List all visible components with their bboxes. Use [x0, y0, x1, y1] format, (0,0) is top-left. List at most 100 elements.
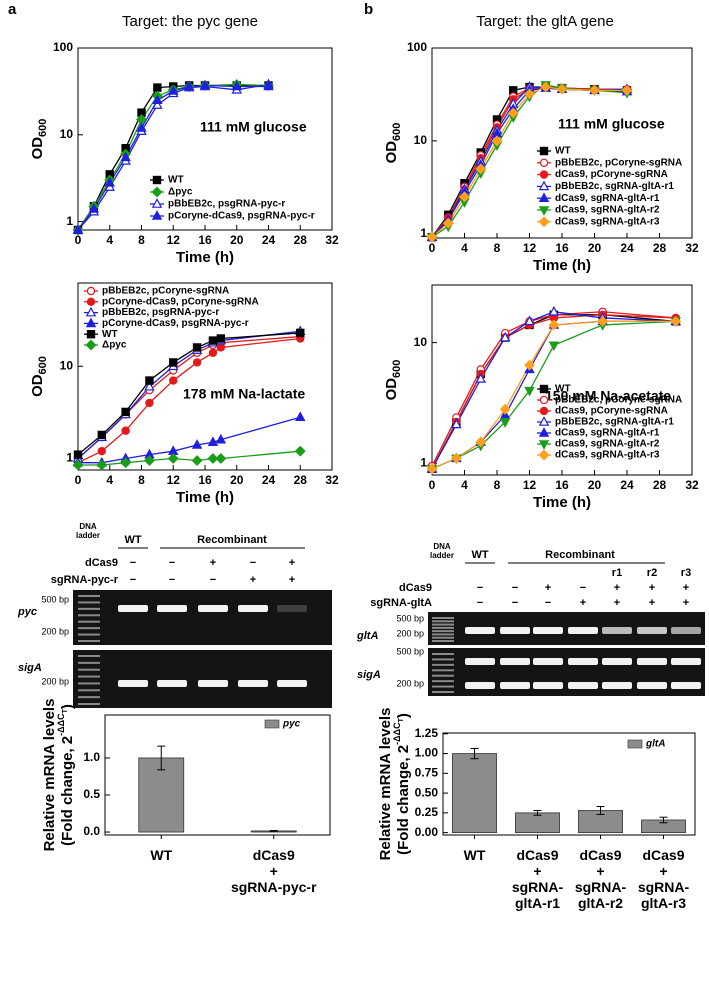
- gel-band: [277, 605, 307, 612]
- data-point: [199, 79, 211, 90]
- legend-label: WT: [168, 175, 184, 186]
- y-tick-label: 10: [414, 133, 428, 147]
- legend-marker: [85, 306, 97, 317]
- legend-label: pBbEB2c, sgRNA-gltA-r1: [555, 417, 674, 428]
- gel-band: [238, 605, 268, 612]
- gel-band: [118, 680, 148, 687]
- data-point: [263, 80, 274, 91]
- legend-marker: [85, 317, 97, 328]
- legend-marker: [538, 192, 550, 202]
- x-tick-label: 28: [653, 241, 667, 255]
- size-label: 200 bp: [41, 626, 69, 636]
- data-point: [499, 403, 511, 415]
- x-tick-label: 20: [230, 233, 244, 247]
- chart-title: Target: the pyc gene: [122, 13, 258, 30]
- ladder-band: [432, 691, 454, 693]
- x-tick-label: 24: [262, 233, 276, 247]
- gel-band: [637, 658, 667, 665]
- x-tick-label: 24: [620, 241, 634, 255]
- x-tick-label: 12: [167, 473, 181, 487]
- data-point: [136, 122, 147, 132]
- data-point: [499, 418, 511, 428]
- sign: −: [512, 582, 518, 594]
- y-tick-label: 0.50: [415, 785, 439, 799]
- data-point: [507, 107, 519, 119]
- gel-band: [533, 682, 563, 689]
- x-tick-label: dCas9 + sgRNA-pyc-r: [230, 847, 317, 895]
- x-tick-label: 28: [653, 478, 667, 492]
- data-point: [597, 315, 609, 327]
- data-point: [295, 411, 306, 422]
- legend-label: dCas9, sgRNA-gltA-r3: [555, 450, 660, 461]
- legend-label: gltA: [645, 739, 665, 750]
- row-label: dCas9: [85, 557, 118, 569]
- x-tick-label: 8: [138, 473, 145, 487]
- sign: +: [289, 557, 295, 569]
- legend-swatch: [264, 719, 280, 729]
- data-point: [556, 83, 568, 95]
- y-tick-label: 0.25: [415, 805, 439, 819]
- data-point: [72, 224, 84, 234]
- x-tick-label: 32: [325, 473, 339, 487]
- y-tick-label: 0.5: [83, 787, 100, 801]
- data-point: [169, 358, 178, 367]
- legend-label: pBbEB2c, pCoryne-sgRNA: [102, 286, 229, 297]
- legend-label: Δpyc: [102, 340, 127, 351]
- sign: −: [130, 574, 136, 586]
- data-point: [104, 176, 115, 187]
- gel-band: [500, 682, 530, 689]
- legend-label: Δpyc: [168, 187, 193, 198]
- sign: +: [289, 574, 295, 586]
- data-point: [459, 191, 470, 203]
- legend-marker: [539, 158, 549, 167]
- legend-label: WT: [555, 146, 571, 157]
- y-axis-label-sub: T: [62, 708, 69, 713]
- x-tick-label: 4: [461, 241, 468, 255]
- ladder-band: [432, 658, 454, 661]
- sign: −: [477, 597, 483, 609]
- legend-label: dCas9, pCoryne-sgRNA: [555, 406, 668, 417]
- y-tick-label: 1: [66, 451, 73, 465]
- x-tick-label: WT: [463, 847, 486, 863]
- legend-label: pCoryne-dCas9, pCoryne-sgRNA: [102, 296, 259, 307]
- x-tick-label: 16: [555, 241, 569, 255]
- y-axis-label: (Fold change, 2-ΔΔCT): [56, 704, 76, 846]
- x-tick-label: 20: [588, 241, 602, 255]
- legend-marker: [86, 330, 96, 339]
- x-tick-label: 8: [138, 233, 145, 247]
- gel-label: sigA: [18, 662, 42, 674]
- legend-marker: [538, 416, 550, 426]
- data-point: [524, 315, 535, 326]
- chart-title: Target: the gltA gene: [476, 13, 614, 30]
- x-tick-label: 4: [106, 473, 113, 487]
- y-tick-label: 100: [53, 40, 73, 54]
- data-point: [168, 85, 179, 95]
- x-tick-label: WT: [150, 847, 173, 863]
- ladder-band: [78, 601, 100, 604]
- data-point: [121, 407, 130, 417]
- plot-frame: [104, 714, 331, 836]
- sign: +: [683, 582, 689, 594]
- x-tick-label: 8: [494, 478, 501, 492]
- x-tick-label: 16: [555, 478, 569, 492]
- y-axis-label: OD600: [383, 360, 403, 401]
- legend-marker: [539, 384, 549, 394]
- sign: +: [683, 597, 689, 609]
- legend-marker: [538, 449, 550, 461]
- x-tick-label: 12: [167, 233, 181, 247]
- sign: −: [545, 597, 551, 609]
- gel-image: [73, 590, 332, 645]
- x-tick-label: 20: [230, 473, 244, 487]
- y-axis-label: OD600: [29, 356, 49, 397]
- sign: −: [477, 582, 483, 594]
- panel-label: b: [364, 1, 373, 18]
- x-tick-label: 0: [429, 241, 436, 255]
- sign: +: [649, 582, 655, 594]
- y-axis-label-main: OD: [383, 141, 400, 164]
- ladder-band: [432, 669, 454, 672]
- x-axis-label: Time (h): [533, 494, 591, 511]
- y-axis-label-sub: 600: [37, 356, 49, 374]
- legend-marker: [538, 216, 550, 228]
- panel-label: a: [8, 1, 17, 18]
- ladder-band: [78, 607, 100, 610]
